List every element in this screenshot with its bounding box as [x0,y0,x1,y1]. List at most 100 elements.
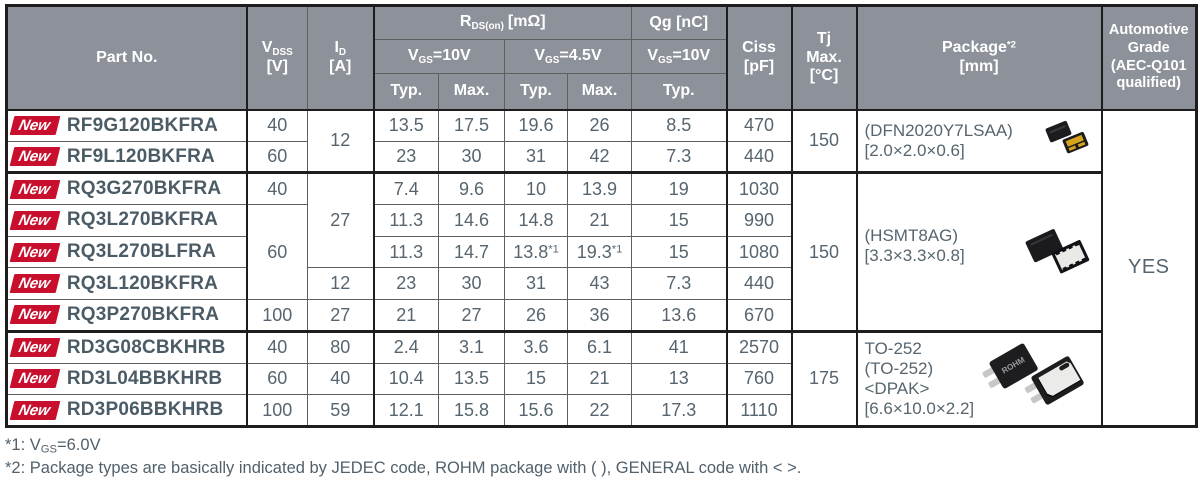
rdson-typ10-cell: 13.5 [373,109,439,142]
vdss-cell: 100 [246,299,308,333]
tj-max-cell: 150 [791,172,858,333]
table-row: New RD3L04BBKHRB 60 40 10.4 13.5 15 21 13… [6,362,1197,396]
rdson-max10-cell: 14.7 [438,235,505,269]
table-row: New RF9G120BKFRA 40 12 13.5 17.5 19.6 26 … [6,108,1197,427]
footnote-2: *2: Package types are basically indicate… [5,459,802,478]
rdson-max45-cell: 22 [567,394,632,427]
new-badge: New [9,116,61,136]
footnote-marker: *1 [611,243,623,256]
rdson-max45-cell: 21 [567,204,632,237]
header-vgs10: VGS=10V [373,39,505,74]
part-number-cell: New RQ3L270BLFRA [6,235,248,269]
vdss-cell: 60 [246,362,308,396]
part-number: RD3G08CBKHRB [66,336,226,358]
id-cell: 80 [307,330,375,364]
rdson-typ10-cell: 2.4 [373,330,439,364]
qg-cell: 13 [631,362,728,396]
hsmt8ag-package-image [1025,229,1089,274]
mosfet-spec-table: Part No. VDSS [V] ID [A] RDS(on) [mΩ] Qg [n… [5,4,1198,428]
table-row: New RQ3G270BKFRA 40 27 7.4 9.6 10 13.9 19… [6,172,1197,333]
rdson-typ45-cell: 31 [504,267,568,301]
footnote-1: *1: VGS=6.0V [5,435,101,456]
part-number-cell: New RQ3G270BKFRA [6,172,248,206]
header-package-label: Package*2 [941,39,1016,57]
table-row: New RF9L120BKFRA 60 23 30 31 42 7.3 440 [6,140,1197,175]
ciss-cell: 760 [726,362,793,396]
part-number-cell: New RQ3L120BKFRA [6,267,248,301]
rdson-typ45-cell: 26 [504,299,568,333]
vdss-cell: 60 [246,140,308,175]
header-max-10v: Max. [438,73,505,111]
header-typ-10v: Typ. [373,73,439,111]
package-text: TO-252 (TO-252) <DPAK> [6.6×10.0×2.2] [864,338,975,418]
vdss-cell: 60 [246,204,308,301]
qg-cell: 7.3 [631,140,728,175]
rdson-typ45-cell: 15.6 [504,394,568,427]
rdson-typ45-cell: 10 [504,172,568,206]
vdss-cell: 40 [246,330,308,364]
table-row: New RD3G08CBKHRB 40 80 2.4 3.1 3.6 6.1 41… [6,330,1197,427]
rdson-max10-cell: 17.5 [438,109,505,142]
new-badge: New [9,305,61,325]
table-row: New RD3P06BBKHRB 100 59 12.1 15.8 15.6 22… [6,394,1197,427]
qg-cell: 7.3 [631,267,728,301]
header-part-no-label: Part No. [96,48,158,66]
header-automotive-grade: Automotive Grade (AEC-Q101 qualified) [1101,5,1197,111]
new-badge: New [9,242,61,262]
new-badge: New [9,400,61,420]
part-number-cell: New RQ3P270BKFRA [6,299,248,333]
part-number: RF9G120BKFRA [66,114,219,136]
part-number: RQ3L270BLFRA [66,241,216,263]
rdson-max45-cell: 26 [567,109,632,142]
header-part-no: Part No. [6,5,248,111]
part-number-cell: New RD3L04BBKHRB [6,362,248,396]
part-number-cell: New RF9G120BKFRA [6,109,248,142]
part-number: RQ3G270BKFRA [66,178,222,200]
header-vgs10-label: VGS=10V [407,46,471,66]
rdson-max10-cell: 30 [438,140,505,175]
qg-cell: 15 [631,235,728,269]
rdson-typ45-cell: 15 [504,362,568,396]
tj-max-cell: 150 [791,108,858,175]
part-number: RQ3P270BKFRA [66,304,220,325]
qg-cell: 17.3 [631,394,728,427]
ciss-cell: 440 [726,140,793,175]
header-id: ID [A] [307,5,375,111]
new-badge: New [9,274,61,294]
qg-cell: 41 [631,330,728,364]
rdson-max10-cell: 27 [438,299,505,333]
ciss-cell: 470 [726,109,793,142]
ciss-cell: 670 [726,299,793,333]
header-vgs45: VGS=4.5V [504,39,632,74]
header-qg-vgs10-label: VGS=10V [647,46,711,66]
package-cell: (HSMT8AG) [3.3×3.3×0.8] [856,172,1103,333]
table-row: New RQ3P270BKFRA 100 27 21 27 26 36 13.6 … [6,299,1197,333]
to252-package-image: ROHM [982,343,1084,405]
part-number: RD3P06BBKHRB [66,399,224,421]
package-text: (HSMT8AG) [3.3×3.3×0.8] [864,226,965,266]
header-ciss: Ciss [pF] [726,5,793,111]
rdson-max45-cell: 13.9 [567,172,632,206]
part-number-cell: New RD3P06BBKHRB [6,394,248,427]
rdson-typ45-cell: 31 [504,140,568,175]
header-vgs45-label: VGS=4.5V [534,46,602,66]
rdson-typ10-cell: 23 [373,267,439,301]
new-badge: New [9,210,61,230]
rdson-max10-cell: 14.6 [438,204,505,237]
rdson-typ45-cell: 14.8 [504,204,568,237]
package-text: (DFN2020Y7LSAA) [2.0×2.0×0.6] [864,120,1013,160]
id-cell: 27 [307,172,375,269]
id-cell: 12 [307,108,375,175]
rdson-typ45-cell: 3.6 [504,330,568,364]
rdson-typ45-cell: 19.6 [504,109,568,142]
ciss-cell: 2570 [726,330,793,364]
id-cell: 27 [307,299,375,333]
automotive-grade-cell: YES [1101,109,1197,427]
rdson-typ45-cell: 13.8*1 [504,235,568,269]
footnotes: *1: VGS=6.0V *2: Package types are basic… [5,434,1200,480]
table-row: New RQ3L270BLFRA 11.3 14.7 13.8*1 19.3*1 … [6,235,1197,269]
footnote-marker: *1 [548,243,559,256]
rdson-typ10-cell: 7.4 [373,172,439,206]
ciss-cell: 990 [726,204,793,237]
